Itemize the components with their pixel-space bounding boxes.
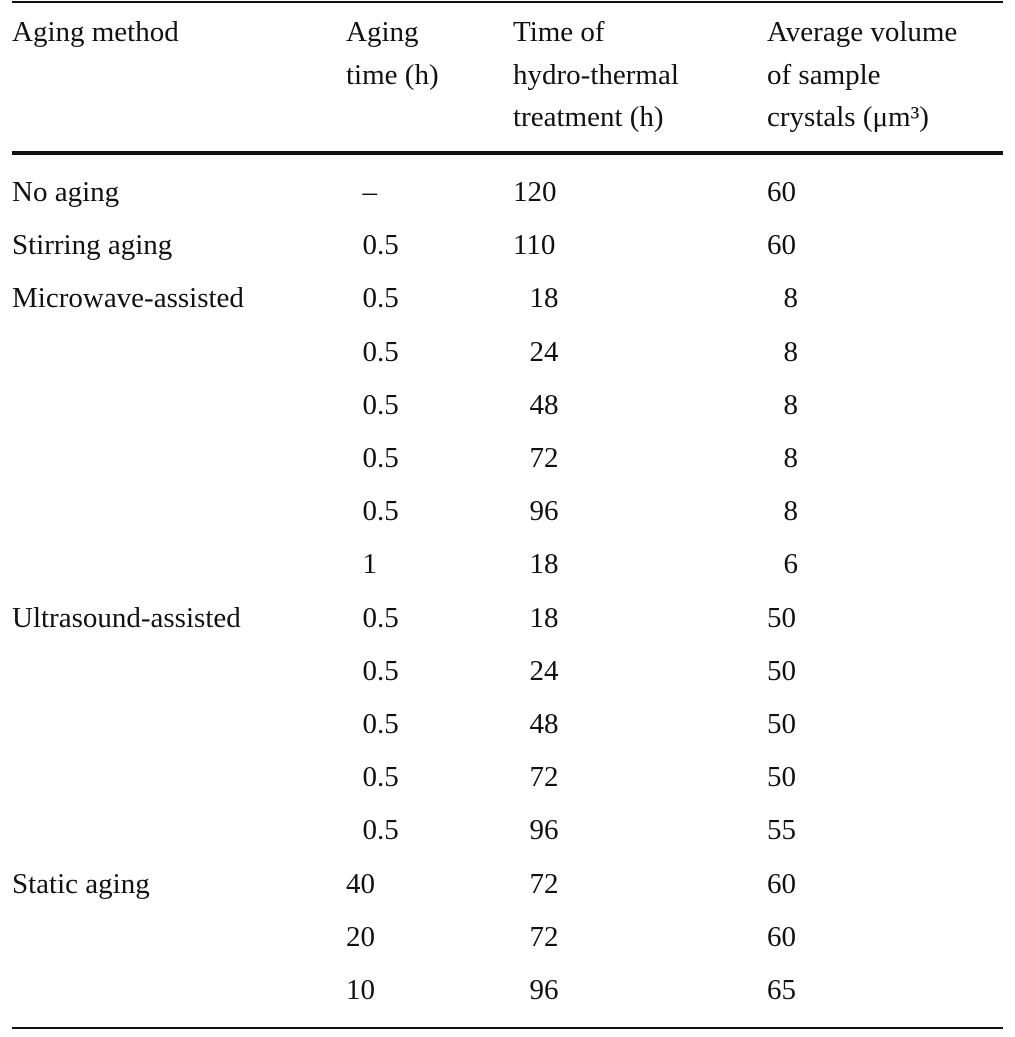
data-cell: 0.5 (362, 495, 399, 528)
row-label: Microwave-assisted (12, 282, 244, 315)
data-cell: 72 (529, 920, 559, 953)
header-cell: hydro-thermal (513, 58, 679, 91)
data-cell: 60 (767, 176, 796, 208)
data-cell: 60 (767, 920, 796, 953)
data-cell: 6 (783, 548, 799, 581)
header-cell: Aging (346, 16, 419, 48)
data-cell: 72 (529, 867, 559, 900)
data-cell: 96 (529, 814, 559, 847)
data-cell: 40 (346, 867, 375, 900)
header-cell: time (h) (346, 58, 439, 91)
data-cell: – (362, 176, 378, 208)
bottom-rule (12, 1027, 1003, 1029)
header-cell: Aging method (12, 16, 179, 48)
data-cell: 0.5 (362, 814, 399, 847)
data-cell: 8 (783, 388, 799, 421)
data-cell: 0.5 (362, 229, 399, 262)
data-cell: 110 (513, 229, 556, 262)
data-cell: 0.5 (362, 442, 399, 474)
data-cell: 8 (783, 335, 799, 368)
data-cell: 50 (767, 761, 796, 794)
data-cell: 8 (783, 442, 799, 474)
data-cell: 0.5 (362, 282, 399, 315)
data-cell: 48 (529, 708, 559, 740)
data-cell: 65 (767, 974, 796, 1006)
data-cell: 8 (783, 282, 799, 315)
data-cell: 72 (529, 761, 559, 794)
data-cell: 18 (529, 601, 559, 634)
data-cell: 96 (529, 495, 559, 528)
data-cell: 50 (767, 654, 796, 687)
data-cell: 120 (513, 176, 557, 208)
data-cell: 48 (529, 388, 559, 421)
header-rule (12, 151, 1003, 155)
data-cell: 72 (529, 442, 559, 474)
header-cell: treatment (h) (513, 101, 664, 133)
row-label: Ultrasound-assisted (12, 601, 241, 634)
data-cell: 8 (783, 495, 799, 528)
row-label: Static aging (12, 867, 150, 900)
header-cell: Average volume (767, 16, 958, 48)
data-cell: 20 (346, 920, 375, 953)
data-cell: 1 (362, 548, 378, 581)
header-cell: of sample (767, 58, 881, 91)
data-cell: 0.5 (362, 761, 399, 794)
data-cell: 50 (767, 601, 796, 634)
data-cell: 24 (529, 335, 559, 368)
row-label: No aging (12, 176, 120, 208)
data-cell: 96 (529, 974, 559, 1006)
data-cell: 0.5 (362, 335, 399, 368)
data-cell: 60 (767, 867, 796, 900)
data-cell: 55 (767, 814, 796, 847)
row-label: Stirring aging (12, 229, 173, 262)
data-cell: 50 (767, 708, 796, 740)
data-cell: 18 (529, 548, 559, 581)
top-rule (12, 1, 1003, 3)
data-cell: 18 (529, 282, 559, 315)
data-cell: 24 (529, 654, 559, 687)
data-cell: 0.5 (362, 708, 399, 740)
data-cell: 0.5 (362, 654, 399, 687)
header-cell: crystals (μm³) (767, 101, 929, 133)
data-cell: 0.5 (362, 388, 399, 421)
data-cell: 60 (767, 229, 796, 262)
header-cell: Time of (513, 16, 605, 48)
data-cell: 10 (346, 974, 375, 1006)
data-cell: 0.5 (362, 601, 399, 634)
